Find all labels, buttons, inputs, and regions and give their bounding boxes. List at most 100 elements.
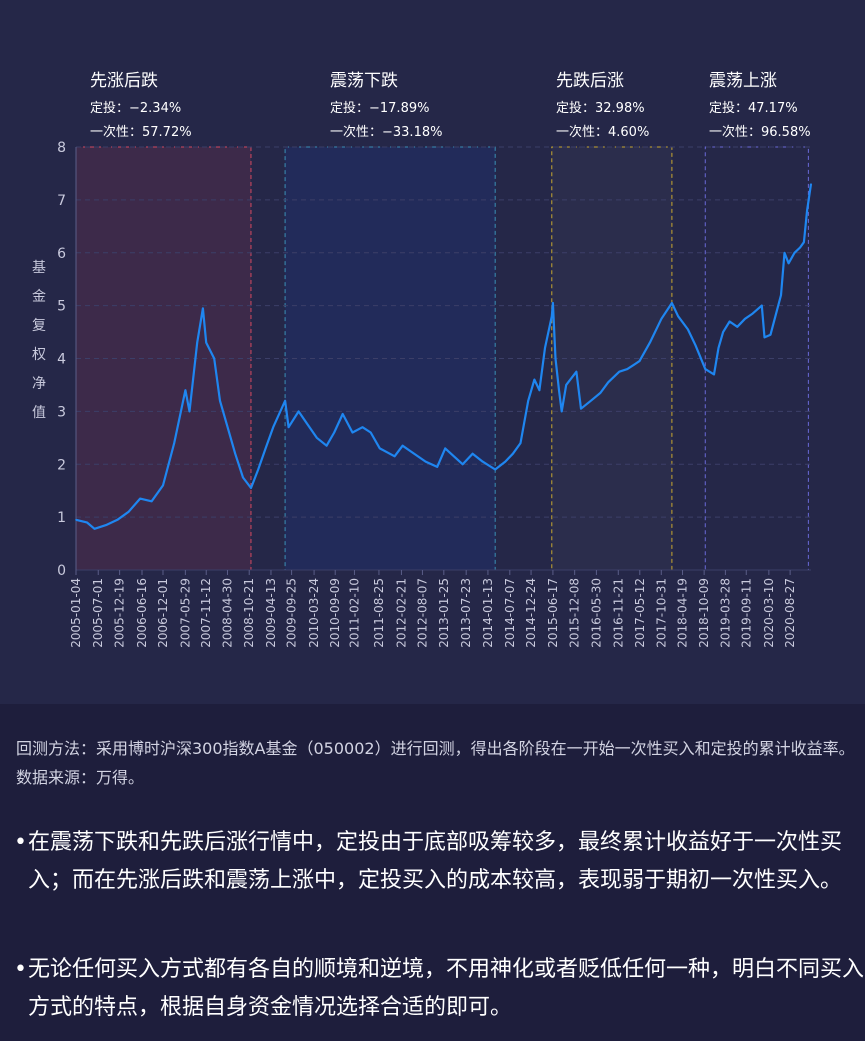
nav-data-point: [202, 307, 204, 310]
nav-data-point: [219, 400, 221, 402]
nav-data-point: [722, 331, 724, 333]
y-tick-label: 8: [57, 140, 66, 156]
nav-data-point: [751, 312, 754, 315]
nav-data-point: [297, 410, 300, 413]
nav-data-point: [607, 381, 609, 384]
nav-data-point: [575, 370, 578, 373]
y-tick-label: 7: [57, 193, 66, 209]
phase-name-2: 震荡下跌: [330, 71, 398, 91]
x-tick-label: 2012-08-07: [415, 578, 429, 648]
x-tick-label: 2005-12-19: [113, 578, 127, 648]
nav-data-point: [599, 392, 602, 394]
nav-data-point: [257, 468, 260, 471]
y-tick-label: 3: [57, 404, 66, 420]
x-tick-label: 2009-04-13: [264, 578, 278, 648]
phase-dingtou-return-1: 定投：−2.34%: [90, 100, 181, 116]
nav-data-point: [316, 437, 318, 439]
bullet-marker: •: [14, 830, 27, 855]
nav-data-point: [105, 524, 107, 526]
phase-lumpsum-return-1: 一次性：57.72%: [90, 124, 192, 140]
x-tick-label: 2007-11-12: [199, 578, 213, 648]
nav-data-point: [687, 328, 689, 331]
nav-data-point: [787, 262, 790, 265]
nav-data-point: [649, 341, 651, 344]
nav-data-point: [284, 400, 286, 402]
bullet-marker: •: [14, 957, 27, 982]
x-tick-label: 2019-03-28: [718, 578, 732, 648]
nav-data-point: [803, 241, 805, 243]
x-tick-label: 2010-09-09: [328, 578, 342, 648]
nav-data-point: [580, 407, 582, 410]
x-tick-label: 2016-05-30: [589, 578, 603, 648]
nav-data-point: [242, 476, 244, 479]
nav-data-point: [589, 400, 592, 402]
nav-data-point: [424, 460, 427, 463]
nav-data-point: [760, 304, 763, 307]
nav-data-point: [533, 378, 536, 381]
method-note: 回测方法：采用博时沪深300指数A基金（050002）进行回测，得出各阶段在一开…: [16, 739, 855, 787]
x-tick-label: 2016-11-21: [611, 578, 625, 648]
x-tick-label: 2007-05-29: [178, 578, 192, 648]
nav-data-point: [717, 347, 720, 349]
x-tick-label: 2015-12-08: [568, 578, 582, 648]
x-tick-label: 2020-08-27: [783, 578, 797, 648]
nav-data-point: [783, 251, 786, 254]
nav-data-point: [626, 368, 629, 370]
nav-data-point: [325, 444, 328, 447]
nav-data-point: [638, 360, 641, 362]
chart-panel: 0 1 2 3 4 5 6 7 8 基金复权净值 2005-01-04 2005-07-01 2005-…: [0, 0, 865, 704]
nav-data-point: [250, 487, 252, 489]
nav-data-point: [333, 431, 336, 434]
phase-lumpsum-return-4: 一次性：96.58%: [709, 124, 811, 140]
nav-data-point: [494, 468, 496, 471]
nav-data-point: [504, 460, 507, 463]
nav-data-point: [75, 518, 77, 521]
y-axis-label-char: 金: [32, 289, 46, 305]
nav-data-point: [173, 442, 176, 444]
x-tick-label: 2018-04-19: [676, 578, 690, 648]
nav-data-point: [234, 452, 237, 455]
y-tick-label: 5: [57, 299, 66, 315]
nav-data-point: [226, 426, 229, 429]
nav-data-point: [213, 357, 216, 360]
x-tick-label: 2010-03-24: [307, 578, 321, 648]
nav-data-point: [162, 484, 164, 487]
nav-data-point: [436, 466, 438, 468]
x-tick-label: 2012-02-21: [394, 578, 408, 648]
nav-data-point: [512, 452, 514, 455]
x-tick-label: 2014-01-13: [481, 578, 495, 648]
x-tick-label: 2018-10-09: [697, 578, 711, 648]
x-tick-label: 2011-02-10: [347, 578, 361, 648]
nav-data-point: [361, 426, 364, 429]
nav-data-point: [205, 341, 208, 344]
x-tick-label: 2019-09-11: [739, 578, 753, 648]
nav-data-point: [544, 347, 546, 349]
nav-data-point: [401, 444, 404, 447]
phase-name-3: 先跌后涨: [556, 71, 624, 91]
y-tick-label: 0: [57, 563, 66, 579]
nav-data-point: [287, 426, 290, 429]
nav-data-point: [713, 373, 715, 376]
nav-data-point: [306, 423, 309, 426]
y-tick-label: 4: [57, 352, 66, 368]
nav-data-point: [196, 341, 199, 344]
x-tick-label: 2009-09-25: [285, 578, 299, 648]
nav-data-point: [369, 431, 372, 434]
nav-data-point: [461, 463, 464, 466]
y-tick-label: 6: [57, 246, 66, 262]
x-tick-label: 2013-01-25: [437, 578, 451, 648]
nav-data-point: [150, 500, 153, 503]
y-axis-label-char: 值: [32, 405, 46, 421]
nav-data-point: [139, 497, 141, 500]
nav-data-point: [736, 325, 739, 328]
x-tick-label: 2017-05-12: [633, 578, 647, 648]
nav-data-point: [763, 336, 766, 339]
x-tick-label: 2020-03-10: [762, 578, 776, 648]
nav-data-point: [341, 413, 344, 415]
nav-data-point: [264, 447, 267, 450]
nav-data-point: [618, 370, 621, 373]
nav-data-point: [694, 344, 697, 347]
x-tick-label: 2006-12-01: [156, 578, 170, 648]
nav-data-point: [780, 294, 782, 296]
